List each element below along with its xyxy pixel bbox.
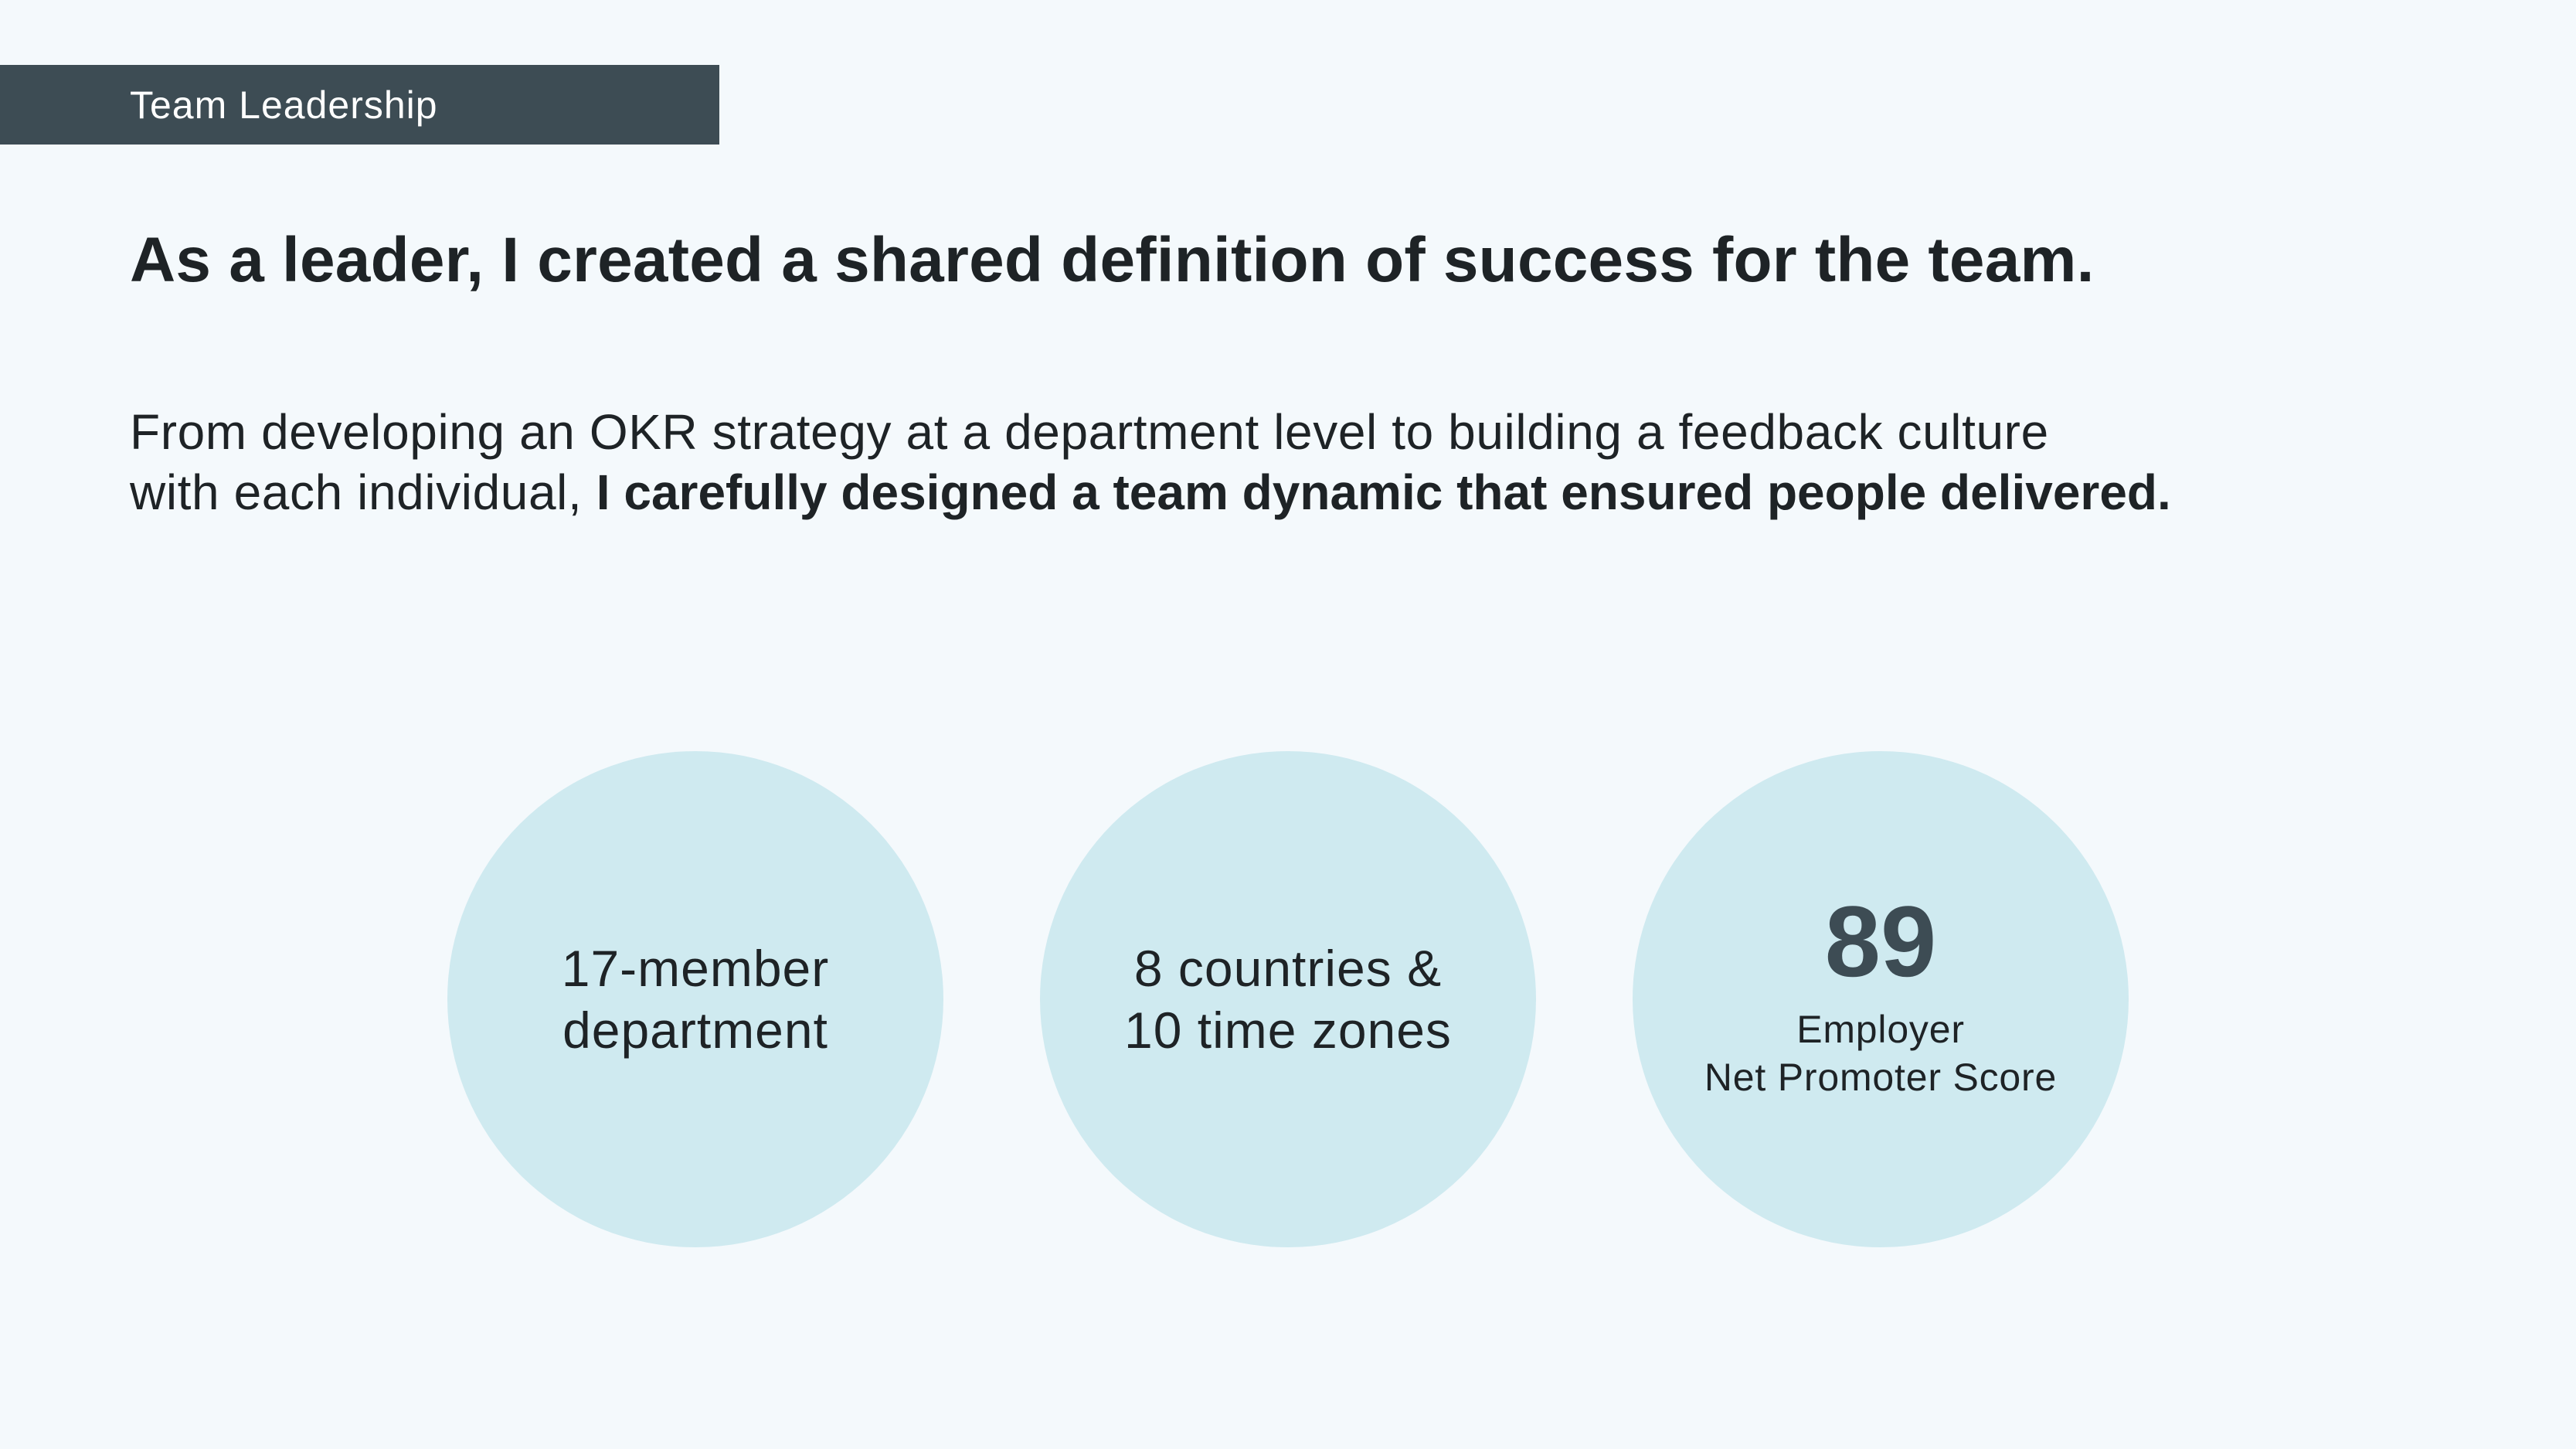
body-emphasis: I carefully designed a team dynamic that…: [596, 464, 2171, 520]
page-title: As a leader, I created a shared definiti…: [130, 225, 2095, 295]
section-tag: Team Leadership: [0, 65, 719, 145]
body-paragraph: From developing an OKR strategy at a dep…: [130, 402, 2494, 522]
section-tag-label: Team Leadership: [130, 83, 438, 127]
stat-circle-department: 17-member department: [447, 751, 943, 1247]
stat-enps-caption-line2: Net Promoter Score: [1704, 1056, 2058, 1099]
stat-enps-number: 89: [1824, 885, 1937, 998]
body-intro-line1: From developing an OKR strategy at a dep…: [130, 404, 2049, 460]
body-intro-line2: with each individual,: [130, 464, 583, 520]
stat-department-line2: department: [562, 1002, 828, 1059]
stat-department-line1: 17-member: [561, 940, 830, 997]
stat-countries-line2: 10 time zones: [1124, 1002, 1452, 1059]
stat-enps-caption-line1: Employer: [1796, 1008, 1965, 1051]
stat-circle-enps: 89 Employer Net Promoter Score: [1633, 751, 2129, 1247]
stat-countries-line1: 8 countries &: [1133, 940, 1443, 997]
stat-circle-countries: 8 countries & 10 time zones: [1040, 751, 1536, 1247]
